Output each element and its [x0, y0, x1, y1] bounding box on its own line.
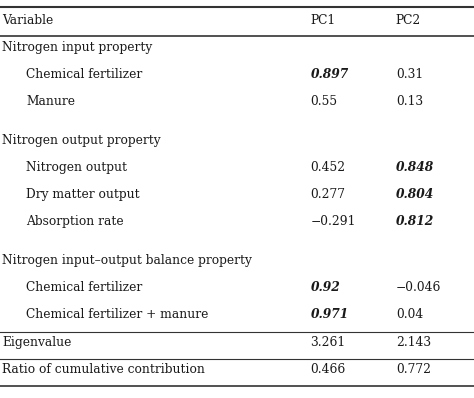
Text: Nitrogen input property: Nitrogen input property: [2, 41, 153, 54]
Text: Absorption rate: Absorption rate: [26, 215, 124, 228]
Text: Nitrogen output property: Nitrogen output property: [2, 134, 161, 147]
Text: 0.466: 0.466: [310, 363, 346, 376]
Text: 0.772: 0.772: [396, 363, 431, 376]
Text: −0.291: −0.291: [310, 215, 356, 228]
Text: 0.971: 0.971: [310, 308, 349, 322]
Text: 0.13: 0.13: [396, 95, 423, 108]
Text: 0.452: 0.452: [310, 161, 346, 174]
Text: 0.812: 0.812: [396, 215, 434, 228]
Text: 0.92: 0.92: [310, 281, 340, 295]
Text: PC2: PC2: [396, 14, 421, 27]
Text: Nitrogen output: Nitrogen output: [26, 161, 127, 174]
Text: Chemical fertilizer: Chemical fertilizer: [26, 68, 142, 81]
Text: 0.31: 0.31: [396, 68, 423, 81]
Text: 0.277: 0.277: [310, 188, 346, 201]
Text: Chemical fertilizer: Chemical fertilizer: [26, 281, 142, 295]
Text: Chemical fertilizer + manure: Chemical fertilizer + manure: [26, 308, 209, 322]
Text: 0.897: 0.897: [310, 68, 349, 81]
Text: −0.046: −0.046: [396, 281, 441, 295]
Text: PC1: PC1: [310, 14, 336, 27]
Text: 2.143: 2.143: [396, 336, 431, 349]
Text: Nitrogen input–output balance property: Nitrogen input–output balance property: [2, 254, 252, 267]
Text: Variable: Variable: [2, 14, 54, 27]
Text: 0.804: 0.804: [396, 188, 434, 201]
Text: 3.261: 3.261: [310, 336, 346, 349]
Text: Eigenvalue: Eigenvalue: [2, 336, 72, 349]
Text: Dry matter output: Dry matter output: [26, 188, 140, 201]
Text: Manure: Manure: [26, 95, 75, 108]
Text: 0.04: 0.04: [396, 308, 423, 322]
Text: 0.55: 0.55: [310, 95, 337, 108]
Text: 0.848: 0.848: [396, 161, 434, 174]
Text: Ratio of cumulative contribution: Ratio of cumulative contribution: [2, 363, 205, 376]
